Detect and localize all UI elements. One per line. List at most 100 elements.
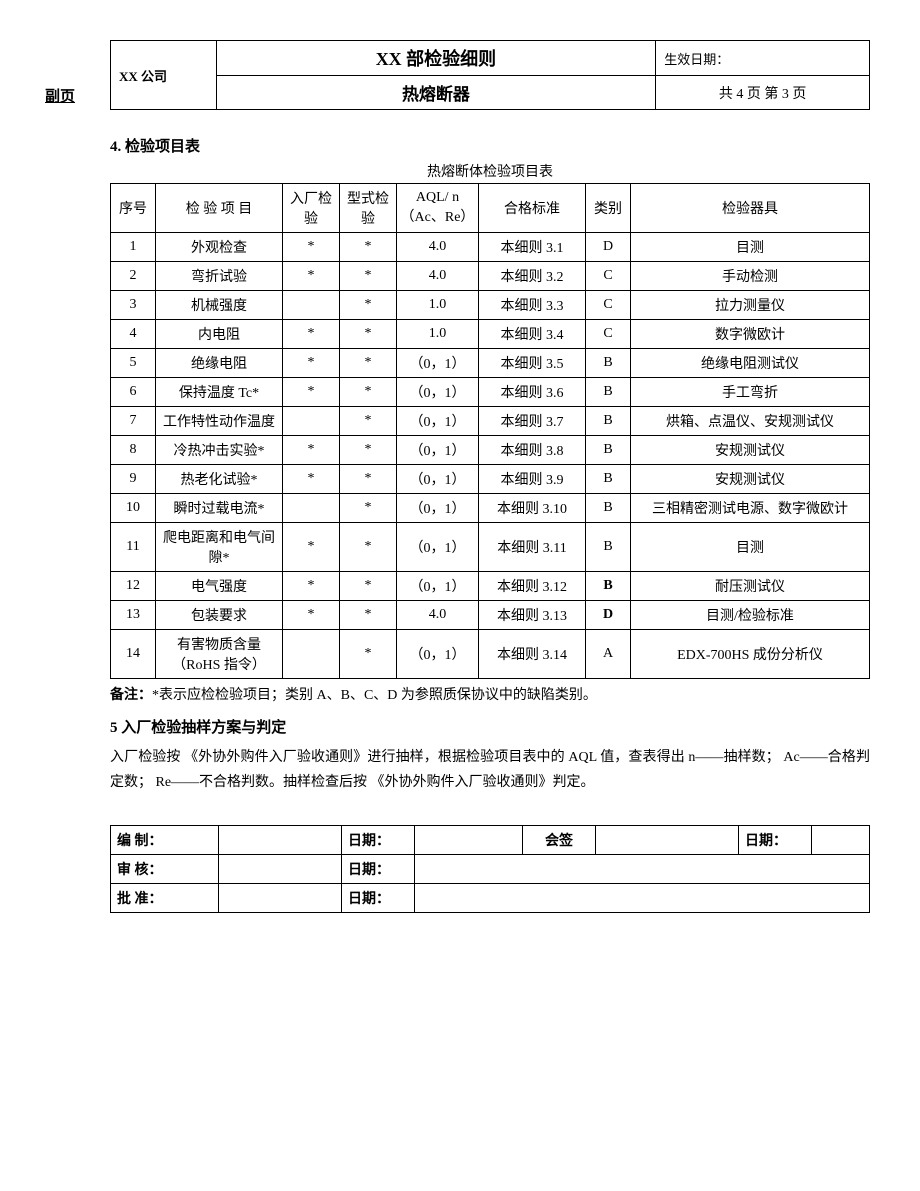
section5-body: 入厂检验按 《外协外购件入厂验收通则》进行抽样，根据检验项目表中的 AQL 值，… xyxy=(110,745,870,795)
table-row: 12电气强度**（0，1）本细则 3.12B耐压测试仪 xyxy=(111,572,870,601)
doc-subtitle: 热熔断器 xyxy=(216,76,656,110)
table-cell: 11 xyxy=(111,523,156,572)
sign-compile-value xyxy=(219,826,342,855)
table-cell: 保持温度 Tc* xyxy=(156,378,283,407)
th-standard: 合格标准 xyxy=(479,184,586,233)
section5-title: 5 入厂检验抽样方案与判定 xyxy=(110,716,870,737)
table-cell: 手动检测 xyxy=(631,262,870,291)
table-cell: 手工弯折 xyxy=(631,378,870,407)
sign-date1-value xyxy=(415,826,523,855)
table-cell: 1.0 xyxy=(397,320,479,349)
table-cell: * xyxy=(283,465,340,494)
table-cell: * xyxy=(340,436,397,465)
table-cell: 4.0 xyxy=(397,601,479,630)
table-cell: （0，1） xyxy=(397,494,479,523)
table-cell: * xyxy=(340,349,397,378)
table-cell xyxy=(283,407,340,436)
table-row: 2弯折试验**4.0本细则 3.2C手动检测 xyxy=(111,262,870,291)
table-cell: A xyxy=(586,630,631,679)
table-cell: （0，1） xyxy=(397,436,479,465)
table-cell: 内电阻 xyxy=(156,320,283,349)
table-row: 10瞬时过载电流**（0，1）本细则 3.10B三相精密测试电源、数字微欧计 xyxy=(111,494,870,523)
table-cell: 外观检查 xyxy=(156,233,283,262)
table-cell: 9 xyxy=(111,465,156,494)
table-cell: （0，1） xyxy=(397,630,479,679)
table-row: 1外观检查**4.0本细则 3.1D目测 xyxy=(111,233,870,262)
sign-date2-label: 日期： xyxy=(739,826,812,855)
table-cell: （0，1） xyxy=(397,523,479,572)
table-cell: 机械强度 xyxy=(156,291,283,320)
table-cell: * xyxy=(340,407,397,436)
table-cell: 4 xyxy=(111,320,156,349)
th-item: 检 验 项 目 xyxy=(156,184,283,233)
table-cell: * xyxy=(283,262,340,291)
sign-cosign-value xyxy=(596,826,739,855)
table-cell: * xyxy=(283,349,340,378)
table-row: 3机械强度*1.0本细则 3.3C拉力测量仪 xyxy=(111,291,870,320)
table-row: 4内电阻**1.0本细则 3.4C数字微欧计 xyxy=(111,320,870,349)
table-cell: * xyxy=(340,378,397,407)
table-cell xyxy=(283,494,340,523)
th-type: 型式检验 xyxy=(340,184,397,233)
sign-date1-label: 日期： xyxy=(342,826,415,855)
page-info: 共 4 页 第 3 页 xyxy=(656,76,870,110)
table-cell: 本细则 3.1 xyxy=(479,233,586,262)
header-table: XX 公司 XX 部检验细则 生效日期： 热熔断器 共 4 页 第 3 页 xyxy=(110,40,870,110)
table-cell: 1.0 xyxy=(397,291,479,320)
table-cell: * xyxy=(283,601,340,630)
table-cell: 冷热冲击实验* xyxy=(156,436,283,465)
table-cell: 本细则 3.10 xyxy=(479,494,586,523)
table-cell: 本细则 3.4 xyxy=(479,320,586,349)
th-incoming: 入厂检验 xyxy=(283,184,340,233)
table-cell: B xyxy=(586,378,631,407)
table-cell: * xyxy=(283,572,340,601)
table-cell: * xyxy=(340,523,397,572)
side-page-label: 副页 xyxy=(45,85,75,106)
table-cell: 弯折试验 xyxy=(156,262,283,291)
table-cell: 工作特性动作温度 xyxy=(156,407,283,436)
table-cell: B xyxy=(586,436,631,465)
table-cell xyxy=(283,630,340,679)
table-cell: 目测/检验标准 xyxy=(631,601,870,630)
table-cell: 包装要求 xyxy=(156,601,283,630)
th-tool: 检验器具 xyxy=(631,184,870,233)
table-cell: 有害物质含量（RoHS 指令） xyxy=(156,630,283,679)
table-cell: 绝缘电阻测试仪 xyxy=(631,349,870,378)
table-cell: 数字微欧计 xyxy=(631,320,870,349)
table-row: 14有害物质含量（RoHS 指令）*（0，1）本细则 3.14AEDX-700H… xyxy=(111,630,870,679)
table-cell: 7 xyxy=(111,407,156,436)
table-cell: 10 xyxy=(111,494,156,523)
table-cell: 本细则 3.7 xyxy=(479,407,586,436)
table-cell: 本细则 3.13 xyxy=(479,601,586,630)
table-cell: 三相精密测试电源、数字微欧计 xyxy=(631,494,870,523)
table-cell: B xyxy=(586,523,631,572)
sign-approve-label: 批 准： xyxy=(111,884,219,913)
sign-date3-label: 日期： xyxy=(342,855,415,884)
note-text: *表示应检检验项目；类别 A、B、C、D 为参照质保协议中的缺陷类别。 xyxy=(152,688,597,703)
table-cell: 本细则 3.9 xyxy=(479,465,586,494)
table-cell: 热老化试验* xyxy=(156,465,283,494)
table-cell: 爬电距离和电气间隙* xyxy=(156,523,283,572)
section4-title: 4. 检验项目表 xyxy=(110,135,870,156)
table-cell: * xyxy=(340,572,397,601)
table-cell: 12 xyxy=(111,572,156,601)
table-row: 13包装要求**4.0本细则 3.13D目测/检验标准 xyxy=(111,601,870,630)
table-cell: * xyxy=(283,233,340,262)
table-row: 6保持温度 Tc***（0，1）本细则 3.6B手工弯折 xyxy=(111,378,870,407)
table-cell: 13 xyxy=(111,601,156,630)
table-row: 5绝缘电阻**（0，1）本细则 3.5B绝缘电阻测试仪 xyxy=(111,349,870,378)
table-cell: 本细则 3.2 xyxy=(479,262,586,291)
table-cell: 电气强度 xyxy=(156,572,283,601)
table-cell: B xyxy=(586,349,631,378)
table-row: 9热老化试验***（0，1）本细则 3.9B安规测试仪 xyxy=(111,465,870,494)
table-cell: 4.0 xyxy=(397,262,479,291)
table-cell: D xyxy=(586,601,631,630)
table-cell: （0，1） xyxy=(397,465,479,494)
table-cell: （0，1） xyxy=(397,572,479,601)
table-cell: * xyxy=(340,233,397,262)
table-cell: 本细则 3.8 xyxy=(479,436,586,465)
sign-approve-value xyxy=(219,884,342,913)
table-cell: B xyxy=(586,572,631,601)
sign-date4-label: 日期： xyxy=(342,884,415,913)
table-cell: 14 xyxy=(111,630,156,679)
